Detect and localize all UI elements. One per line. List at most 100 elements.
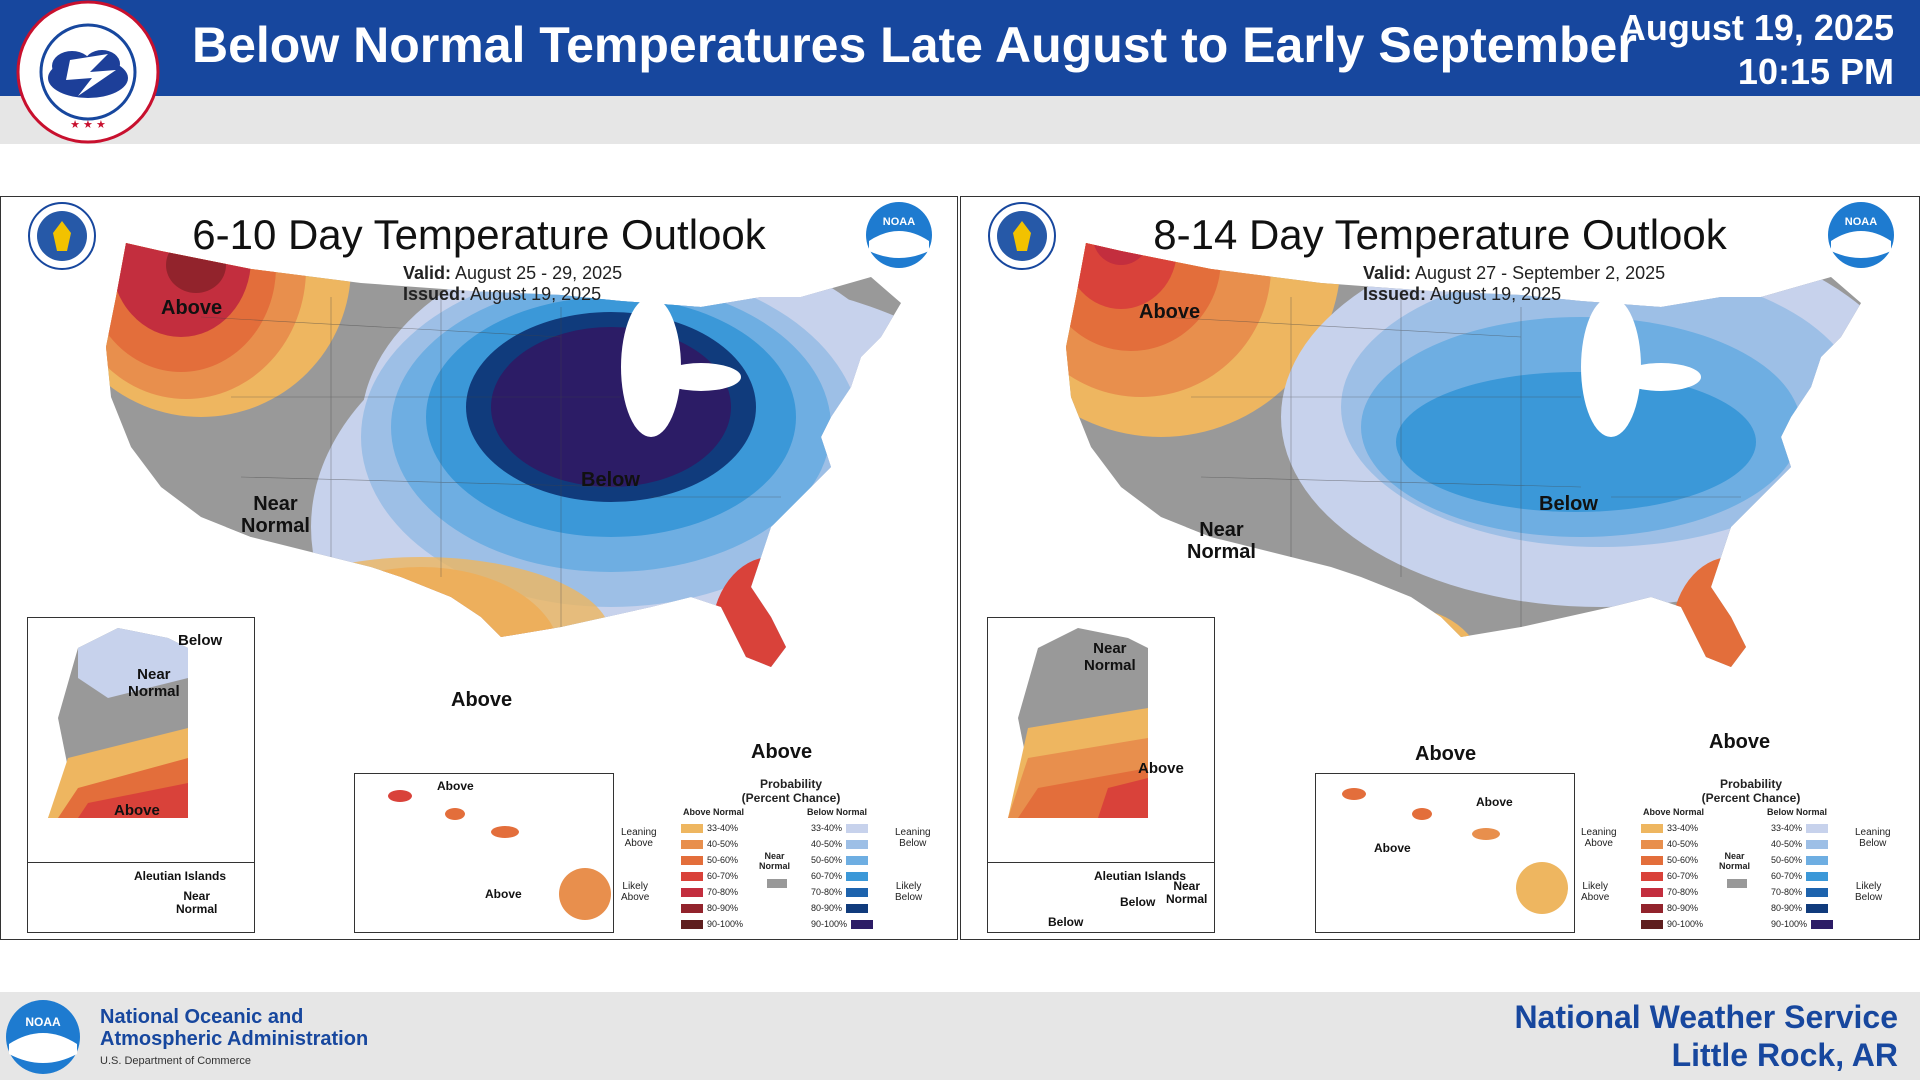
label-below: Below xyxy=(581,469,640,491)
label-aleutian-title: Aleutian Islands xyxy=(134,869,227,883)
legend-likely-above: Likely Above xyxy=(1581,881,1610,903)
office-line-1: National Weather Service xyxy=(1514,999,1898,1035)
legend-above-row: 90-100% xyxy=(681,919,747,929)
legend-swatch-above xyxy=(681,839,703,849)
legend-swatch-below xyxy=(1811,919,1834,929)
legend-swatch-below xyxy=(846,903,869,913)
hawaii-map xyxy=(1342,788,1568,914)
legend-swatch-below xyxy=(846,839,869,849)
legend-likely-below: Likely Below xyxy=(895,881,923,903)
legend-below-head: Below Normal xyxy=(807,807,868,817)
legend-likely-below: Likely Below xyxy=(1855,881,1883,903)
hawaii-inset: Above Above xyxy=(354,773,614,933)
legend-below-row: 80-90% xyxy=(1767,903,1829,913)
legend-swatch-above xyxy=(681,887,703,897)
valid-value: August 27 - September 2, 2025 xyxy=(1415,263,1666,283)
legend-leaning-above: Leaning Above xyxy=(1581,827,1617,849)
label-aleutian-below-1: Below xyxy=(1120,895,1156,909)
legend-swatch-above xyxy=(681,903,703,913)
valid-dates: Valid: August 25 - 29, 2025 Issued: Augu… xyxy=(403,263,622,305)
legend-range-label: 70-80% xyxy=(1667,887,1699,897)
map-6-10 xyxy=(106,243,901,667)
panel-title: 6-10 Day Temperature Outlook xyxy=(192,211,766,258)
legend-swatch-below xyxy=(846,823,869,833)
legend-swatch-below xyxy=(846,887,869,897)
issued-label: Issued: xyxy=(1363,284,1427,304)
legend: Probability (Percent Chance) Above Norma… xyxy=(621,777,951,937)
legend-swatch-above xyxy=(1641,839,1663,849)
legend-swatch-below xyxy=(1806,871,1829,881)
legend-leaning-above: Leaning Above xyxy=(621,827,657,849)
legend-title: Probability (Percent Chance) xyxy=(1701,777,1801,805)
legend-range-label: 90-100% xyxy=(707,919,744,929)
noaa-logo-icon: NOAA xyxy=(1828,202,1894,268)
legend-below-head: Below Normal xyxy=(1767,807,1828,817)
legend: Probability (Percent Chance) Above Norma… xyxy=(1581,777,1911,937)
aleutian-divider xyxy=(28,862,254,863)
legend-range-label: 70-80% xyxy=(707,887,739,897)
legend-below-row: 50-60% xyxy=(1767,855,1829,865)
legend-swatch-above xyxy=(681,855,703,865)
label-hi-above-2: Above xyxy=(1374,841,1411,855)
valid-label: Valid: xyxy=(1363,263,1412,283)
legend-range-label: 33-40% xyxy=(707,823,739,833)
outlook-panel-8-14: 8-14 Day Temperature Outlook Valid: Augu… xyxy=(960,196,1920,940)
legend-swatch-below xyxy=(846,855,869,865)
label-above-northwest: Above xyxy=(1139,301,1201,323)
office-line-2: Little Rock, AR xyxy=(1671,1037,1898,1073)
legend-above-row: 50-60% xyxy=(1641,855,1702,865)
legend-below-row: 90-100% xyxy=(807,919,874,929)
valid-label: Valid: xyxy=(403,263,452,283)
map-8-14 xyxy=(1066,243,1861,667)
legend-swatch-below xyxy=(1806,903,1829,913)
legend-below-row: 60-70% xyxy=(1767,871,1829,881)
noaa-logo-icon: NOAA xyxy=(866,202,932,268)
legend-swatch-below xyxy=(846,871,869,881)
legend-near: Near Normal xyxy=(1719,851,1751,871)
footer-bar: NOAA National Oceanic and Atmospheric Ad… xyxy=(0,992,1920,1080)
label-ak-near: Near Normal xyxy=(1084,640,1136,674)
outlook-panel-6-10: 6-10 Day Temperature Outlook Valid: Augu… xyxy=(0,196,958,940)
legend-above-row: 33-40% xyxy=(681,823,742,833)
legend-below-row: 70-80% xyxy=(807,887,869,897)
legend-swatch-above xyxy=(1641,887,1663,897)
legend-above-head: Above Normal xyxy=(1643,807,1705,817)
legend-above-row: 33-40% xyxy=(1641,823,1702,833)
header-date: August 19, 2025 xyxy=(1619,7,1894,48)
legend-swatch-above xyxy=(1641,855,1663,865)
label-aleutian-near: Near Normal xyxy=(176,889,218,916)
nws-logo-icon: ★ ★ ★ xyxy=(16,0,160,144)
legend-range-label: 40-50% xyxy=(707,839,739,849)
issued-value: August 19, 2025 xyxy=(470,284,602,304)
legend-above-row: 60-70% xyxy=(681,871,742,881)
legend-above-row: 60-70% xyxy=(1641,871,1702,881)
label-hi-above-1: Above xyxy=(1476,795,1513,809)
legend-swatch-above xyxy=(1641,919,1663,929)
org-line-1: National Oceanic and xyxy=(100,1006,304,1028)
office-name: National Weather Service Little Rock, AR xyxy=(1514,998,1898,1074)
legend-below-row: 40-50% xyxy=(1767,839,1829,849)
legend-range-label: 70-80% xyxy=(811,887,843,897)
label-ak-above: Above xyxy=(1138,760,1184,777)
legend-below-row: 33-40% xyxy=(807,823,869,833)
label-above-florida: Above xyxy=(1709,731,1771,753)
swatch-near-normal xyxy=(767,879,787,888)
legend-range-label: 50-60% xyxy=(707,855,739,865)
legend-range-label: 90-100% xyxy=(1667,919,1704,929)
legend-swatch-above xyxy=(1641,823,1663,833)
header-time: 10:15 PM xyxy=(1737,51,1894,92)
label-hi-above-2: Above xyxy=(485,887,522,901)
label-ak-above: Above xyxy=(114,802,160,819)
org-line-2: Atmospheric Administration xyxy=(100,1028,369,1050)
org-line-3: U.S. Department of Commerce xyxy=(100,1055,251,1067)
legend-below-row: 50-60% xyxy=(807,855,869,865)
legend-above-row: 90-100% xyxy=(1641,919,1707,929)
noaa-logo-text: NOAA xyxy=(25,1015,61,1029)
legend-leaning-below: Leaning Below xyxy=(895,827,931,849)
legend-swatch-below xyxy=(1806,823,1829,833)
legend-swatch-above xyxy=(1641,903,1663,913)
alaska-map xyxy=(48,628,188,818)
legend-below-row: 40-50% xyxy=(807,839,869,849)
legend-above-row: 70-80% xyxy=(681,887,742,897)
legend-swatch-below xyxy=(851,919,874,929)
